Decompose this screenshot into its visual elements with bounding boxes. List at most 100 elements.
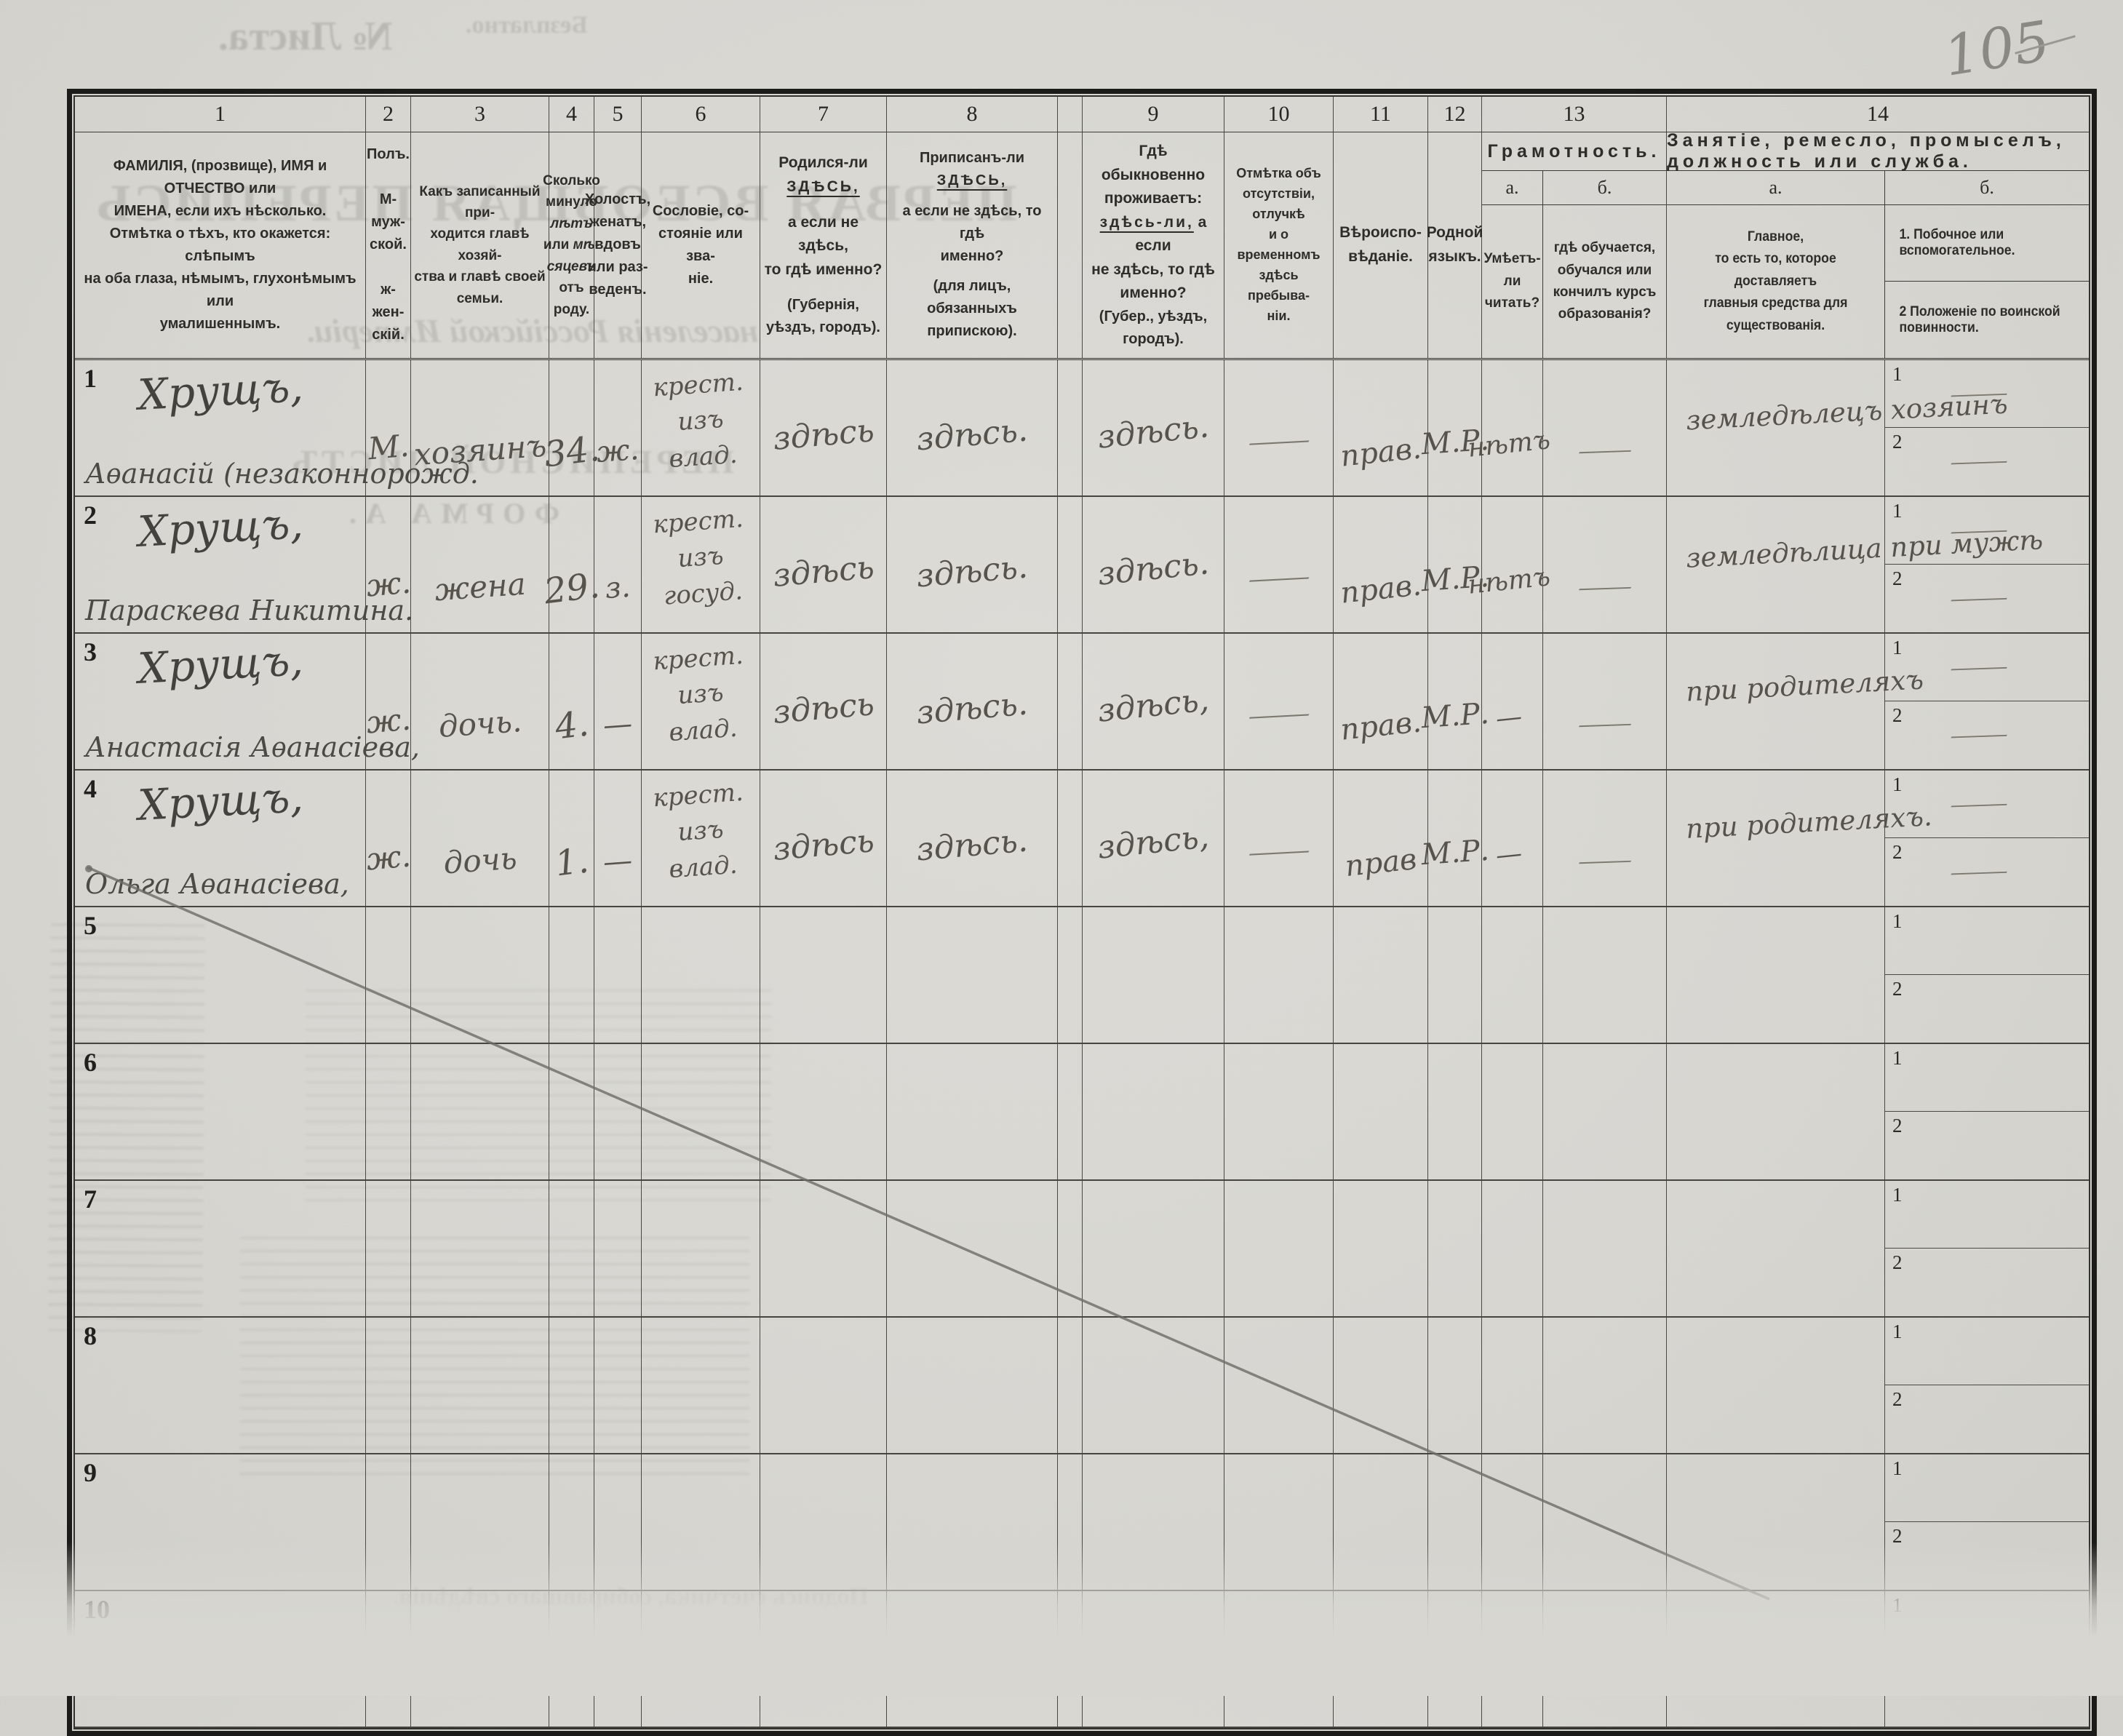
header-col-age: Сколько минуло лѣтъ или мѣ- сяцевъ отъ р… bbox=[543, 132, 600, 358]
relation-handwriting: хозяинъ bbox=[412, 427, 548, 473]
cell-age: 34. bbox=[541, 359, 602, 495]
cell-relation: хозяинъ bbox=[411, 359, 549, 495]
cell-occupation-main: при родителяхъ bbox=[1667, 633, 1924, 769]
registered-note: (для лицъ, обязанныхъ припискою). bbox=[927, 278, 1017, 340]
relation-handwriting: дочь bbox=[442, 840, 518, 881]
header-col-age-or: или bbox=[543, 237, 570, 253]
cell-fold-seam bbox=[1058, 770, 1083, 906]
cell-residence bbox=[1083, 1180, 1224, 1316]
language-handwriting: М.Р. bbox=[1419, 696, 1490, 736]
table-row: 1 Хрущъ, Аѳанасій (незаконнорожд. М. хоз… bbox=[75, 359, 2089, 497]
sub2-printed-number: 2 bbox=[1892, 1114, 1903, 1136]
occupation-title: Занятіе, ремесло, промыселъ, должность и… bbox=[1667, 130, 2089, 172]
cell-literacy bbox=[1482, 1317, 1543, 1453]
cell-registration bbox=[887, 1180, 1058, 1316]
cell-occupation-side: 1 — 2 — bbox=[1885, 497, 2089, 632]
sex-handwriting: М. bbox=[366, 427, 410, 467]
col-number-5: 5 bbox=[594, 97, 642, 132]
registration-handwriting: здѣсь. bbox=[915, 685, 1029, 732]
cell-religion: прав. bbox=[1334, 633, 1428, 769]
cell-native-language bbox=[1428, 907, 1482, 1043]
side-occupation-sub1: 1 bbox=[1885, 1454, 2089, 1522]
col-number-10: 10 bbox=[1224, 97, 1334, 132]
cell-family-name: 4 Хрущъ, Ольга Аѳанасіева, bbox=[75, 770, 366, 906]
row-number: 3 bbox=[84, 637, 97, 666]
literacy-read-question: Умѣетъ- ли читать? bbox=[1482, 205, 1543, 358]
side1-dash: — bbox=[1948, 517, 2010, 544]
cell-birthplace: здѣсь bbox=[760, 770, 887, 906]
header-col-age-tail: отъ роду. bbox=[553, 280, 590, 317]
table-row: 3 Хрущъ, Анастасія Аѳанасіева, ж. дочь. … bbox=[75, 633, 2089, 771]
cell-residence bbox=[1083, 1043, 1224, 1179]
registration-handwriting: здѣсь. bbox=[915, 548, 1029, 595]
cell-occupation-main bbox=[1667, 1317, 1885, 1453]
col-number-11: 11 bbox=[1334, 97, 1428, 132]
scan-bottom-fade bbox=[0, 1542, 2123, 1696]
cell-fold-seam bbox=[1058, 1317, 1083, 1453]
cell-absence: — bbox=[1224, 770, 1334, 906]
col-number-1: 1 bbox=[75, 97, 366, 132]
cell-occupation-side: 1 2 bbox=[1885, 1454, 2089, 1590]
side1-dash: — bbox=[1948, 790, 2010, 817]
cell-sex: ж. bbox=[365, 496, 412, 632]
cell-residence bbox=[1083, 1317, 1224, 1453]
cell-relation: дочь. bbox=[411, 633, 549, 769]
literacy-sub-b: б. bbox=[1597, 177, 1612, 198]
header-col-age-years: лѣтъ bbox=[550, 215, 593, 231]
cell-absence bbox=[1224, 1043, 1334, 1179]
col-number-9: 9 bbox=[1083, 97, 1224, 132]
bleedthrough-free-label: Безплатно. bbox=[466, 12, 588, 39]
literacy-handwriting: — bbox=[1494, 838, 1524, 871]
given-name-handwriting: Ольга Аѳанасіева, bbox=[85, 867, 349, 900]
side-occupation-sub2: 2 — bbox=[1885, 565, 2089, 632]
education-dash: — bbox=[1575, 710, 1634, 738]
given-name-handwriting: Аѳанасій (незаконнорожд. bbox=[85, 457, 479, 490]
page-number-pencil: 105 bbox=[1939, 8, 2055, 89]
cell-age: 4. bbox=[549, 633, 594, 769]
cell-age: 29. bbox=[541, 496, 602, 632]
sub1-printed-number: 1 bbox=[1892, 1457, 1903, 1479]
cell-literacy: нѣтъ bbox=[1467, 496, 1552, 632]
cell-fold-seam bbox=[1058, 1043, 1083, 1179]
header-col-estate: Сословіе, со- стояніе или зва- ніе. bbox=[642, 132, 760, 358]
cell-occupation-main bbox=[1667, 1454, 1885, 1590]
resides-where-question: а если не здѣсь, то гдѣ именно? bbox=[1091, 213, 1215, 302]
header-col-relation: Какъ записанный при- ходится главѣ хозяй… bbox=[411, 132, 549, 358]
census-table-frame: 1 2 3 4 5 6 7 8 9 10 11 12 13 14 ФАМИЛІЯ… bbox=[67, 89, 2097, 1736]
sub2-printed-number: 2 bbox=[1892, 567, 1903, 589]
fold-seam bbox=[1058, 132, 1083, 358]
side-occupation-sub2: 2 — bbox=[1885, 701, 2089, 769]
header-col-birthplace: Родился-ли ЗДѢСЬ, а если не здѣсь, то гд… bbox=[760, 132, 887, 358]
cell-marital-status: ж. bbox=[594, 359, 642, 495]
cell-family-name: 6 bbox=[75, 1043, 366, 1179]
relation-handwriting: жена bbox=[433, 565, 527, 608]
cell-birthplace bbox=[760, 1317, 887, 1453]
cell-marital-status: — bbox=[594, 633, 642, 769]
cell-relation: жена bbox=[411, 496, 549, 632]
row-number: 6 bbox=[84, 1047, 97, 1077]
birthplace-handwriting: здѣсь bbox=[770, 548, 876, 594]
header-col-religion-text: Вѣроиспо- вѣданіе. bbox=[1339, 224, 1422, 265]
registered-where-question: а если не здѣсь, то гдѣ именно? bbox=[902, 202, 1042, 264]
header-col-residence: Гдѣ обыкновенно проживаетъ: здѣсь-ли, а … bbox=[1083, 132, 1224, 358]
birthplace-handwriting: здѣсь bbox=[770, 685, 876, 731]
row-number: 2 bbox=[84, 500, 97, 530]
side-occupation-sub1: 1 — bbox=[1885, 634, 2089, 701]
cell-occupation-main: земледѣлица при мужѣ bbox=[1667, 496, 2044, 632]
estate-handwriting: крест. изъ госуд. bbox=[652, 503, 744, 611]
header-col-age-months: мѣ- сяцевъ bbox=[546, 237, 600, 274]
sub2-printed-number: 2 bbox=[1892, 977, 1903, 1000]
row-number: 1 bbox=[84, 363, 97, 393]
cell-religion: прав bbox=[1334, 770, 1428, 906]
cell-marital-status bbox=[594, 1180, 642, 1316]
sub1-printed-number: 1 bbox=[1892, 909, 1903, 932]
side2-dash: — bbox=[1948, 859, 2010, 885]
registration-handwriting: здѣсь. bbox=[915, 821, 1029, 869]
relation-handwriting: дочь. bbox=[437, 702, 523, 744]
registration-handwriting: здѣсь. bbox=[915, 411, 1029, 458]
cell-family-name: 3 Хрущъ, Анастасія Аѳанасіева, bbox=[75, 633, 420, 769]
cell-estate bbox=[642, 1180, 760, 1316]
cell-absence: — bbox=[1224, 359, 1334, 495]
born-note: (Губернія, уѣздъ, городъ). bbox=[766, 296, 880, 335]
religion-handwriting: прав. bbox=[1338, 705, 1423, 747]
